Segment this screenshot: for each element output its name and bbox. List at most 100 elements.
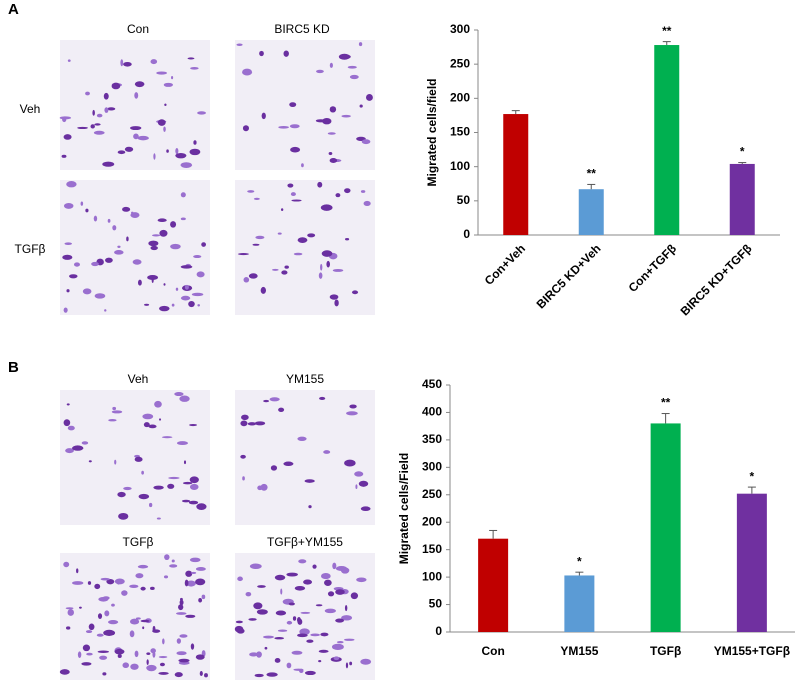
cell [261,112,266,120]
cell [344,604,348,612]
cell [196,271,205,278]
cell [103,92,109,100]
cell [196,503,207,510]
cell [193,255,202,259]
cell [164,554,170,561]
cell [162,638,165,645]
cell [243,277,250,283]
cell [102,596,110,600]
cell [290,192,296,197]
cell [351,290,359,295]
cell [65,448,74,454]
cell [291,650,303,655]
cell [163,575,169,579]
cell [323,450,331,454]
cell [315,604,323,607]
cell [189,148,201,156]
significance: * [740,145,745,159]
cell [264,646,268,650]
cell [169,564,178,568]
cell [90,124,95,129]
cell [93,130,105,135]
cell [122,662,130,669]
cell [318,649,329,653]
cell [104,610,110,617]
cell [159,229,168,237]
y-tick-label: 150 [450,125,470,139]
cell [334,299,339,307]
cell [118,512,129,520]
cell [249,563,262,570]
cell [260,286,267,294]
cell [262,635,275,639]
cell [245,592,252,597]
cell [65,607,74,610]
cell [344,188,351,194]
cell [253,197,260,200]
x-tick-label: TGFβ [650,644,681,658]
image-label: Con [127,22,149,36]
cell [63,561,70,568]
cell [176,441,189,446]
y-tick-label: 250 [450,56,470,70]
cell [360,190,366,193]
cell [148,502,153,508]
cell [129,630,135,638]
cell [297,633,308,638]
cell [190,67,199,70]
cell [343,638,355,641]
cell [164,103,167,107]
cell [290,146,301,153]
cell [182,481,193,485]
cell [63,307,68,313]
cell [329,106,337,113]
y-tick-label: 0 [463,227,470,241]
cell [180,217,186,221]
cell [63,419,71,427]
cell [326,260,330,268]
y-tick-label: 350 [422,432,442,446]
cell [132,259,142,265]
cell [359,104,363,108]
cell [158,655,168,659]
cell [129,584,139,589]
bar [578,189,604,235]
cell [180,265,193,269]
bar [564,575,595,632]
cell [274,574,286,581]
cell [335,193,341,198]
micrograph [235,553,375,680]
cell [97,613,103,619]
cell [358,42,363,47]
cell [142,413,154,420]
cell [332,562,337,570]
cell [275,610,287,616]
cell [66,289,70,293]
cell [317,181,323,188]
cell [190,643,195,650]
cell [341,615,353,621]
cell [163,82,173,87]
cell [288,602,295,606]
cell [77,651,82,658]
cell [278,126,290,129]
cell [114,459,117,465]
cell [104,309,107,312]
cell [289,124,300,129]
cell [316,69,324,74]
cell [87,581,92,585]
cell [97,650,110,653]
cell [321,250,333,257]
cell [195,654,205,660]
cell [135,617,141,620]
cell [146,652,151,655]
cell [179,395,190,402]
cell [61,154,67,158]
cell [266,672,278,677]
cell [235,620,243,624]
cell [117,245,121,248]
cell [152,625,156,633]
cell [59,669,70,675]
y-tick-label: 100 [450,159,470,173]
cell [185,570,193,577]
